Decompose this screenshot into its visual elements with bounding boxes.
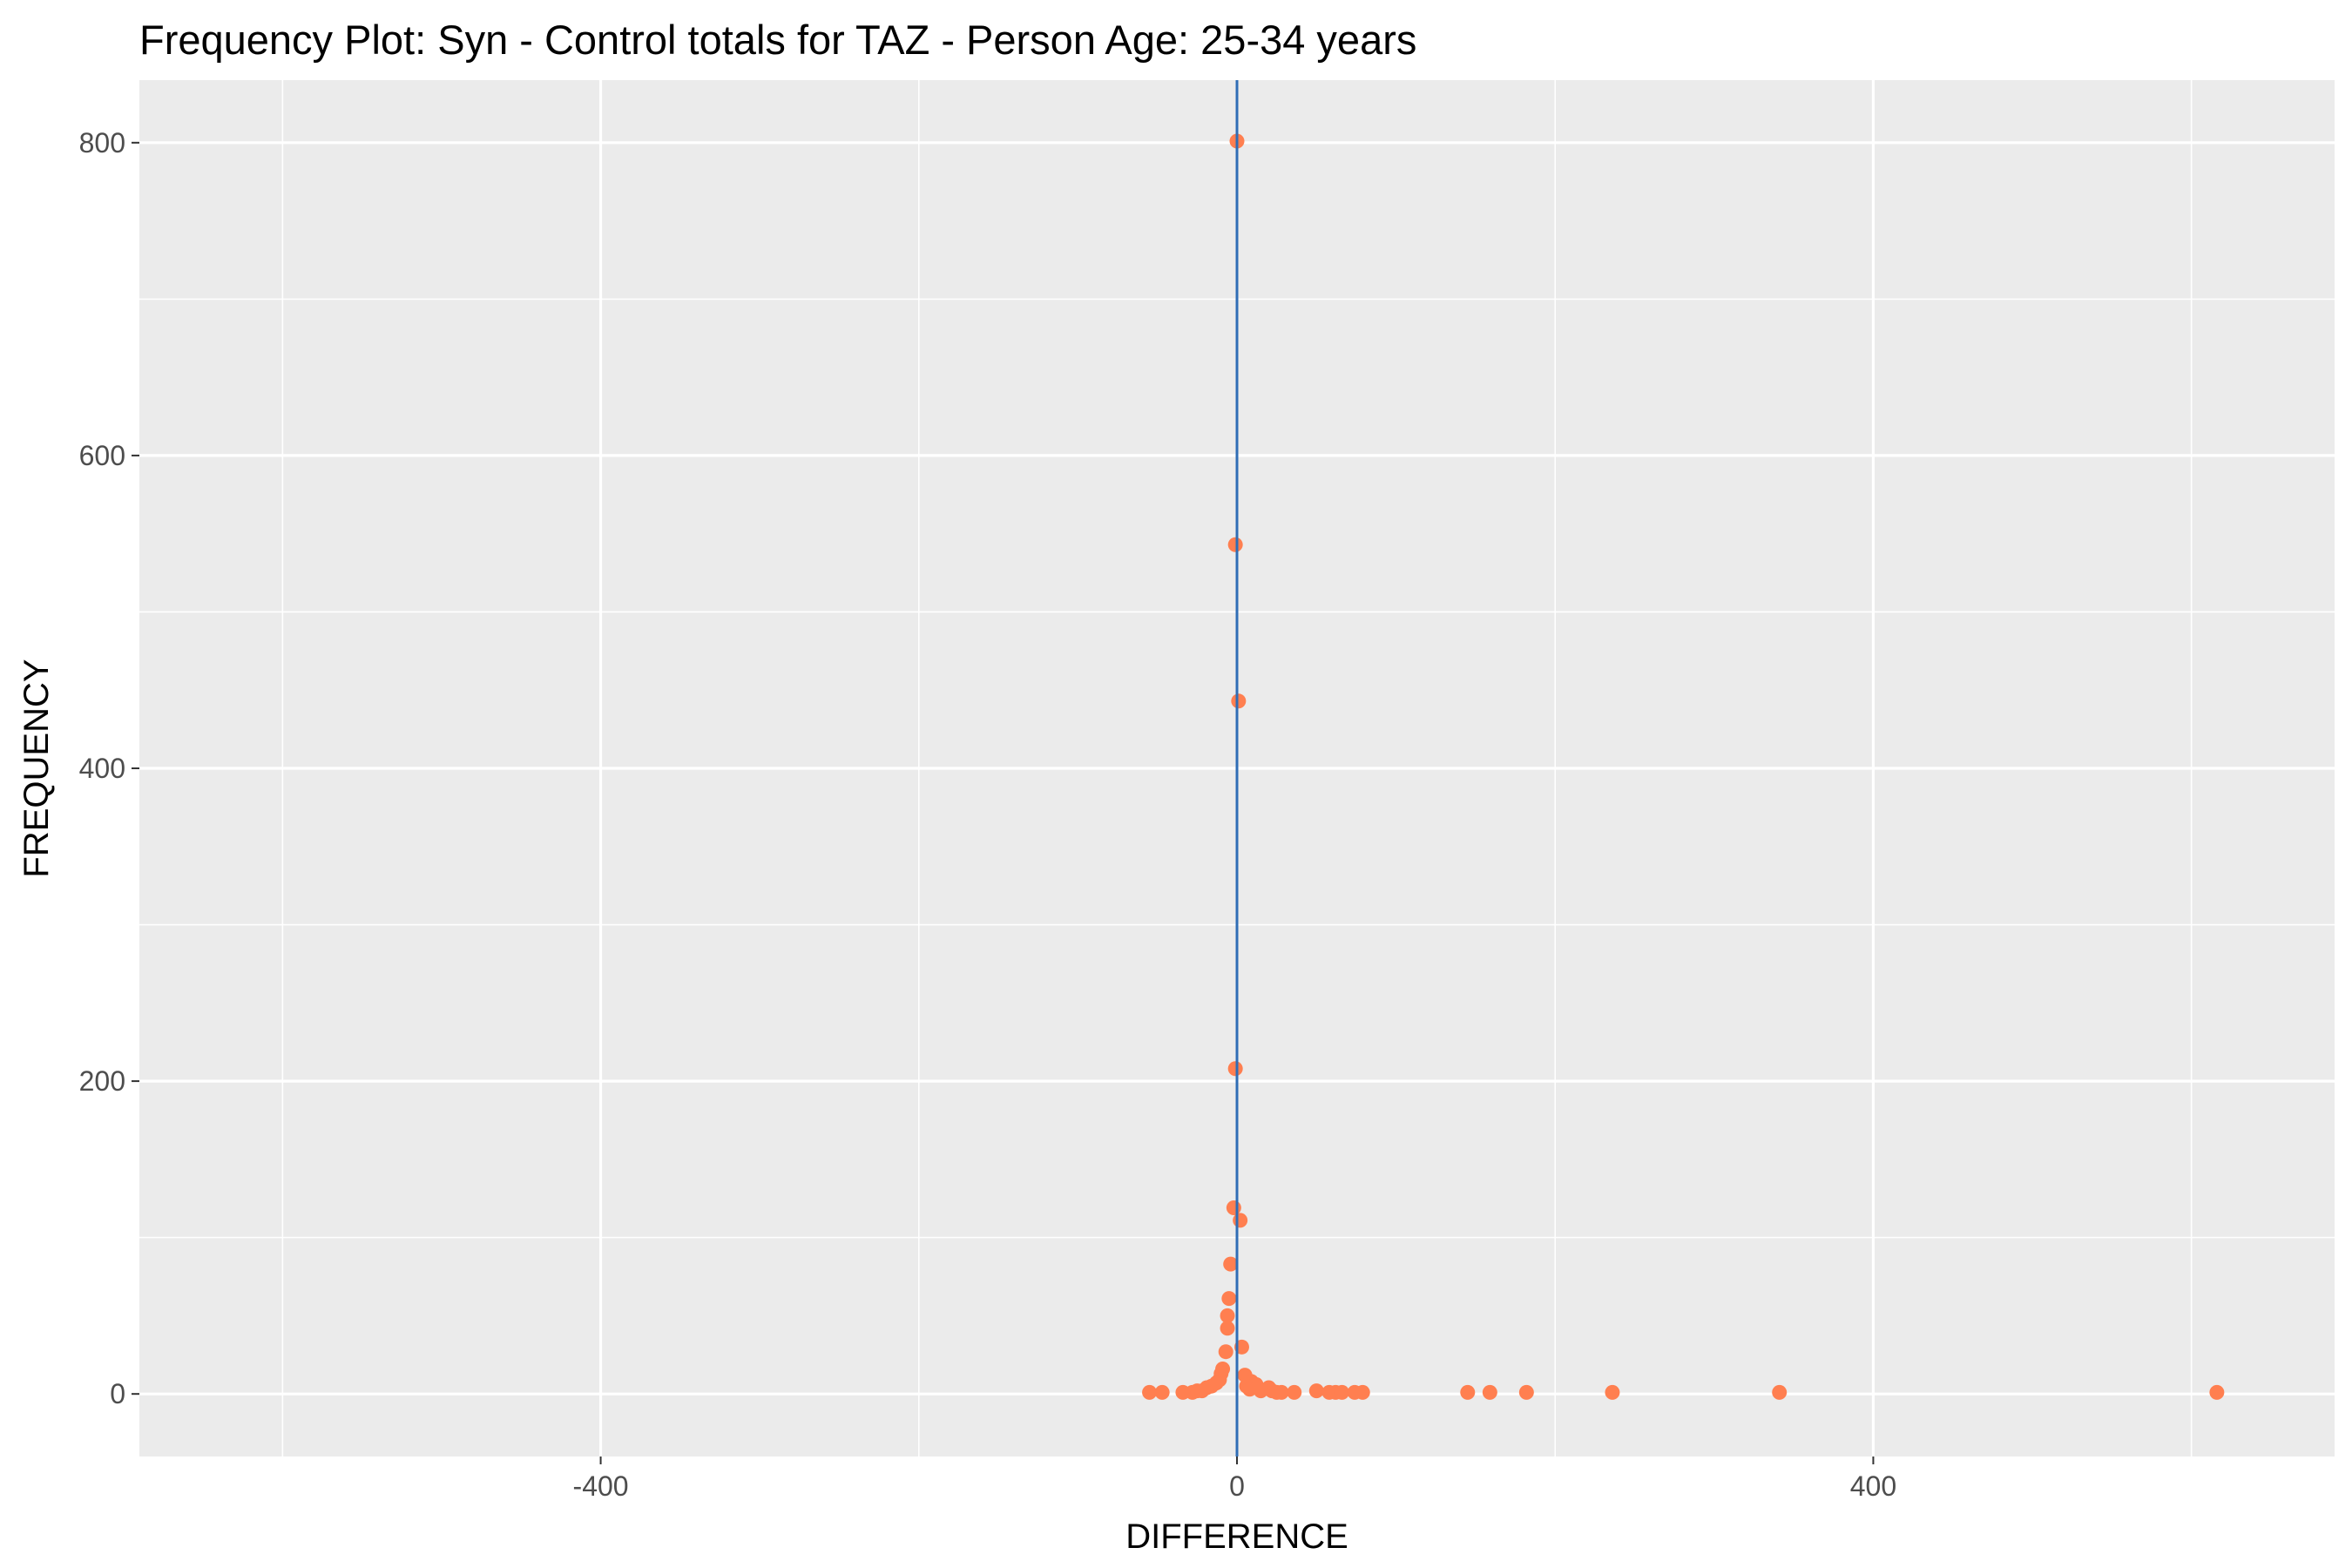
data-point [1518,1384,1534,1400]
data-point [1227,537,1243,552]
data-point [1175,1384,1191,1400]
x-tick-label: 400 [1850,1470,1896,1502]
data-point [1227,1061,1243,1077]
data-point [1308,1383,1324,1399]
data-point [1242,1382,1258,1397]
data-point [1460,1384,1476,1400]
x-tick-label: -400 [573,1470,629,1502]
data-point [1220,1321,1235,1336]
data-point [1231,693,1247,709]
data-points [1142,80,2225,1456]
y-axis-title: FREQUENCY [17,659,56,877]
data-point [1233,1213,1248,1228]
data-point [1274,1384,1289,1400]
data-point [1220,1308,1235,1323]
data-point [2209,1384,2225,1400]
data-point [1605,1384,1620,1400]
data-point [1221,1291,1237,1307]
x-axis-title: DIFFERENCE [1125,1517,1348,1556]
y-tick-label: 0 [110,1378,125,1409]
data-point [1154,1384,1170,1400]
y-tick-label: 800 [79,127,125,159]
data-point [1226,1200,1241,1216]
data-point [1335,1384,1350,1400]
axes: -400 0 400 0 200 400 600 800 [79,127,1897,1502]
data-point [1142,1384,1158,1400]
y-tick-label: 400 [79,753,125,784]
data-point [1287,1384,1302,1400]
x-tick-label: 0 [1229,1470,1245,1502]
data-point [1355,1384,1370,1400]
data-point [1253,1383,1268,1399]
y-tick-label: 600 [79,440,125,471]
y-tick-label: 200 [79,1065,125,1097]
data-point [1482,1384,1497,1400]
chart-title: Frequency Plot: Syn - Control totals for… [139,17,1416,63]
data-point [1223,1256,1239,1272]
data-point [1218,1344,1233,1360]
data-point [1772,1384,1788,1400]
